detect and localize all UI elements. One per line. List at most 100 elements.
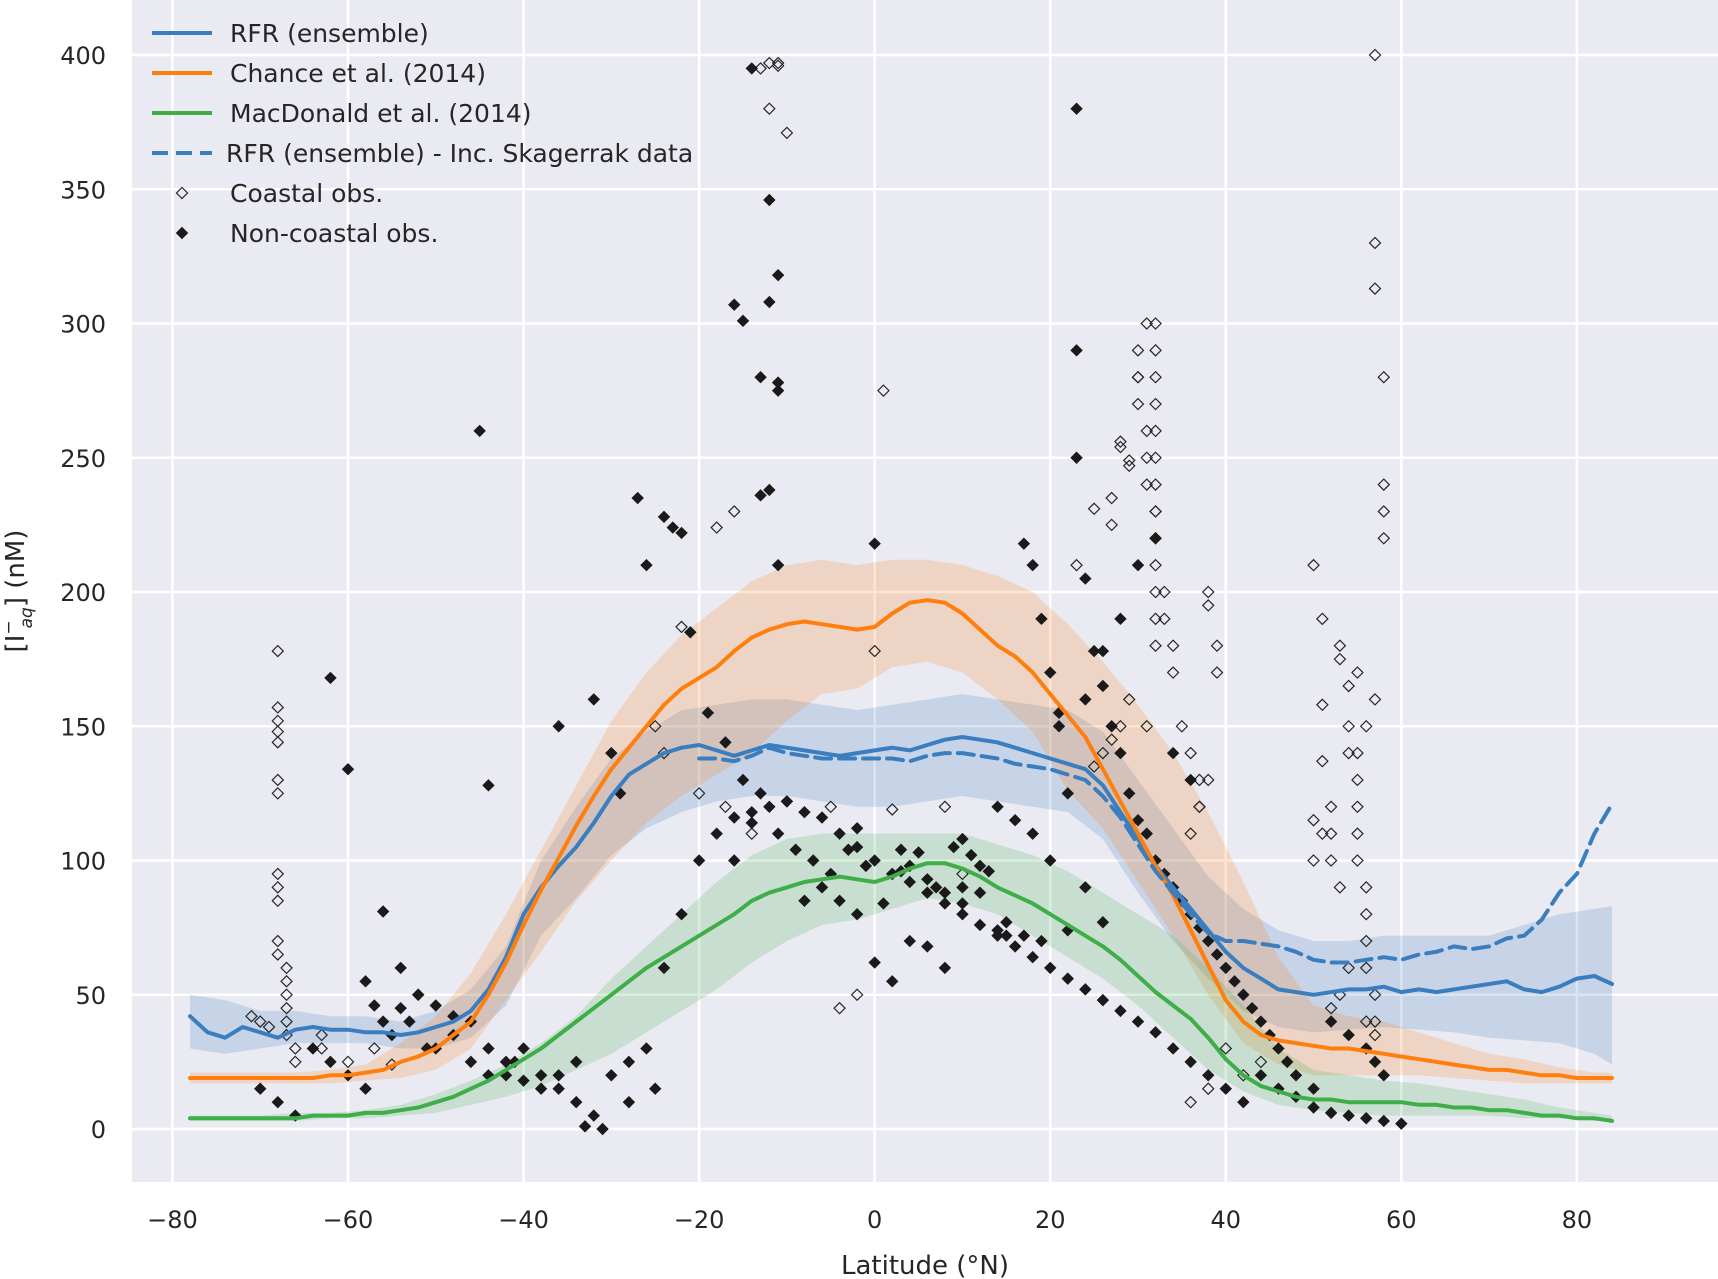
coastal-obs-point: [288, 1055, 302, 1069]
noncoastal-obs-point: [1017, 537, 1031, 550]
coastal-obs-point: [1315, 612, 1329, 626]
coastal-obs-point: [1351, 666, 1364, 679]
noncoastal-obs-point: [482, 779, 495, 792]
x-tick-label: −40: [498, 1206, 549, 1234]
noncoastal-obs-point: [394, 961, 407, 975]
noncoastal-obs-point: [1096, 916, 1110, 929]
noncoastal-obs-point: [1061, 787, 1074, 800]
legend-label: Coastal obs.: [230, 179, 383, 208]
coastal-obs-point: [253, 1015, 267, 1028]
noncoastal-obs-point: [1123, 787, 1136, 800]
noncoastal-obs-point: [605, 1069, 618, 1082]
coastal-obs-point: [1210, 666, 1224, 679]
coastal-obs-point: [1333, 881, 1347, 894]
noncoastal-obs-point: [1202, 934, 1215, 948]
noncoastal-obs-point: [877, 897, 890, 910]
noncoastal-obs-point: [622, 1095, 636, 1109]
noncoastal-obs-point: [1237, 988, 1250, 1001]
noncoastal-obs-point: [1017, 929, 1031, 942]
y-tick-labels: 0 50 100 150 200 250 300 350 400: [60, 42, 106, 1144]
coastal-obs-point: [1122, 454, 1136, 467]
noncoastal-obs-point: [1307, 1101, 1320, 1114]
noncoastal-obs-point: [1026, 827, 1039, 840]
coastal-obs-point: [315, 1042, 329, 1055]
coastal-obs-point: [868, 644, 882, 658]
noncoastal-obs-point: [552, 1082, 565, 1095]
noncoastal-obs-point: [640, 558, 653, 572]
coastal-obs-point: [1149, 424, 1162, 438]
x-tick-label: 80: [1562, 1206, 1593, 1234]
noncoastal-obs-point: [850, 822, 864, 835]
noncoastal-obs-point: [1219, 961, 1232, 975]
confidence-band: [190, 694, 1612, 1065]
noncoastal-obs-point: [868, 956, 881, 969]
noncoastal-obs-point: [1114, 746, 1127, 760]
noncoastal-obs-point: [1070, 344, 1083, 357]
coastal-obs-point: [1149, 639, 1162, 653]
noncoastal-obs-point: [675, 907, 688, 921]
noncoastal-obs-point: [376, 905, 390, 918]
coastal-obs-point: [727, 505, 741, 518]
noncoastal-obs-point: [1044, 961, 1057, 975]
coastal-obs-point: [1307, 558, 1320, 572]
legend-label: RFR (ensemble) - Inc. Skagerrak data: [226, 139, 693, 168]
coastal-obs-point: [1140, 317, 1154, 330]
coastal-obs-point: [1351, 773, 1364, 787]
noncoastal-obs-point: [1254, 1015, 1268, 1028]
noncoastal-obs-point: [1272, 1042, 1285, 1055]
noncoastal-obs-point: [587, 693, 600, 706]
confidence-band: [190, 833, 1612, 1121]
noncoastal-obs-point: [956, 907, 969, 921]
coastal-obs-point: [280, 1015, 293, 1028]
legend-marker: [175, 226, 189, 240]
coastal-obs-point: [1166, 666, 1180, 679]
coastal-obs-point: [367, 1042, 381, 1055]
coastal-obs-point: [1377, 505, 1391, 518]
noncoastal-obs-point: [938, 961, 952, 975]
y-tick-label: 200: [60, 579, 106, 607]
noncoastal-obs-point: [903, 875, 916, 889]
coastal-obs-point: [648, 719, 662, 733]
coastal-obs-points: [245, 48, 1391, 1109]
noncoastal-obs-point: [894, 843, 908, 856]
noncoastal-obs-point: [771, 268, 785, 282]
coastal-obs-point: [710, 521, 724, 534]
series-lines: [188, 598, 1614, 1123]
coastal-obs-point: [1166, 639, 1180, 653]
coastal-obs-point: [1122, 459, 1136, 473]
coastal-obs-point: [1096, 746, 1110, 760]
coastal-obs-point: [1149, 585, 1162, 599]
coastal-obs-point: [1342, 961, 1356, 975]
coastal-obs-point: [1219, 1042, 1233, 1055]
noncoastal-obs-point: [903, 934, 916, 948]
legend-label: Non-coastal obs.: [230, 219, 438, 248]
coastal-obs-point: [1175, 719, 1189, 733]
coastal-obs-point: [1140, 424, 1154, 438]
coastal-obs-point: [1377, 370, 1391, 384]
coastal-obs-point: [1131, 370, 1145, 384]
noncoastal-obs-point: [1184, 1055, 1197, 1069]
noncoastal-obs-point: [728, 854, 741, 867]
coastal-obs-point: [1087, 502, 1101, 516]
coastal-obs-point: [1368, 693, 1382, 706]
noncoastal-obs-point: [1096, 644, 1110, 658]
coastal-obs-point: [1184, 746, 1198, 760]
noncoastal-obs-point: [1377, 1069, 1390, 1082]
coastal-obs-point: [1351, 746, 1364, 760]
noncoastal-obs-point: [745, 816, 758, 830]
noncoastal-obs-point: [807, 854, 820, 867]
y-axis-label: [I−aq] (nM): [0, 530, 37, 653]
series-line: [188, 735, 1614, 1040]
noncoastal-obs-point: [517, 1074, 530, 1087]
noncoastal-obs-point: [464, 1055, 478, 1069]
coastal-obs-point: [262, 1020, 276, 1034]
coastal-obs-point: [1359, 1015, 1373, 1028]
coastal-obs-point: [1359, 719, 1373, 733]
noncoastal-obs-point: [956, 881, 969, 894]
coastal-obs-point: [938, 800, 952, 814]
noncoastal-obs-point: [1079, 881, 1092, 894]
noncoastal-obs-point: [640, 1042, 653, 1055]
noncoastal-obs-point: [605, 746, 618, 760]
coastal-obs-point: [1149, 478, 1162, 491]
noncoastal-obs-point: [622, 1055, 636, 1069]
